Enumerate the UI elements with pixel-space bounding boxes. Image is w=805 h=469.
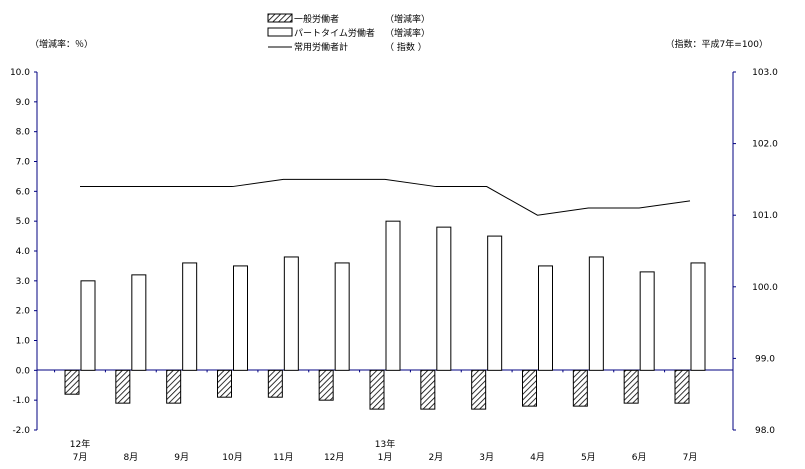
left-tick-label: -2.0	[12, 426, 30, 436]
bar-part-time	[690, 262, 706, 371]
bars-part-time	[80, 220, 706, 371]
bar-part-time	[639, 271, 655, 371]
x-month-label: 7月	[73, 452, 88, 463]
x-month-label: 2月	[428, 452, 443, 463]
line-series-regular	[80, 178, 691, 216]
bar-general	[674, 369, 690, 404]
bar-general	[267, 369, 283, 398]
left-tick-label: 9.0	[16, 98, 31, 108]
x-month-label: 6月	[632, 452, 647, 463]
x-month-label: 3月	[479, 452, 494, 463]
bar-part-time	[385, 220, 401, 371]
left-tick-label: 7.0	[16, 158, 31, 168]
left-tick-label: -1.0	[12, 396, 30, 406]
x-month-label: 11月	[273, 452, 293, 463]
legend-label-regular: 常用労働者計	[294, 41, 348, 53]
x-month-label: 7月	[683, 452, 698, 463]
bar-general	[471, 369, 487, 410]
bar-general	[572, 369, 588, 407]
legend-unit-general: （増減率）	[385, 13, 430, 25]
right-tick-label: 99.0	[755, 354, 775, 364]
legend-label-general: 一般労働者	[294, 13, 339, 25]
x-month-label: 12月	[324, 452, 344, 463]
bar-general	[623, 369, 639, 404]
bar-part-time	[182, 262, 198, 371]
right-axis-title: （指数：平成7年=100）	[666, 38, 768, 50]
left-tick-label: 10.0	[10, 68, 30, 78]
left-tick-label: 1.0	[16, 337, 31, 347]
bar-part-time	[233, 265, 248, 371]
bar-general	[115, 369, 131, 404]
bar-general	[166, 369, 182, 404]
right-tick-label: 102.0	[752, 140, 778, 150]
legend-swatch-general	[267, 13, 293, 23]
legend-swatch-part-time	[267, 27, 293, 37]
right-tick-label: 103.0	[752, 68, 778, 78]
x-month-label: 5月	[581, 452, 596, 463]
left-tick-label: 6.0	[16, 187, 31, 197]
bar-general	[420, 369, 436, 410]
bar-part-time	[436, 226, 452, 371]
left-tick-label: 5.0	[16, 217, 31, 227]
bar-part-time	[131, 274, 147, 371]
left-tick-label: 3.0	[16, 277, 31, 287]
legend-label-part-time: パートタイム労働者	[294, 27, 375, 39]
left-tick-label: 0.0	[16, 366, 31, 376]
x-month-label: 1月	[378, 452, 393, 463]
x-month-label: 8月	[123, 452, 138, 463]
bar-general	[217, 369, 232, 398]
bar-general	[318, 369, 334, 401]
left-axis-ticks: 10.0 9.0 8.0 7.0 6.0 5.0 4.0 3.0 2.0 1.0 0.0 -1.0 -2…	[10, 68, 37, 436]
bar-part-time	[334, 262, 350, 371]
bar-general	[369, 369, 385, 410]
bar-general	[522, 369, 537, 407]
legend: 一般労働者 （増減率） パートタイム労働者 （増減率） 常用労働者計 （ 指数 …	[267, 13, 430, 53]
bar-part-time	[538, 265, 553, 371]
bar-part-time	[487, 235, 503, 371]
left-tick-label: 2.0	[16, 307, 31, 317]
line-regular	[80, 178, 691, 216]
right-axis-ticks: 103.0 102.0 101.0 100.0 99.0 98.0	[733, 68, 778, 436]
left-tick-label: 4.0	[16, 247, 31, 257]
legend-unit-part-time: （増減率）	[385, 27, 430, 39]
right-tick-label: 100.0	[752, 283, 778, 293]
right-tick-label: 101.0	[752, 211, 778, 221]
x-year-label: 13年	[375, 438, 395, 450]
x-year-label: 12年	[70, 438, 90, 450]
legend-unit-regular: （ 指数 ）	[385, 41, 427, 53]
bars-general	[54, 369, 690, 410]
x-month-label: 4月	[530, 452, 545, 463]
bar-general	[64, 369, 80, 395]
left-tick-label: 8.0	[16, 128, 31, 138]
bar-part-time	[80, 280, 96, 371]
left-axis-title: （増減率：％）	[30, 38, 93, 50]
x-axis-labels: 12年 7月 8月 9月 10月 11月 12月 13年 1月 2月 3月 4月 5月 6月 7月	[70, 438, 698, 463]
x-month-label: 9月	[174, 452, 189, 463]
bar-part-time	[588, 256, 604, 371]
right-tick-label: 98.0	[755, 426, 775, 436]
bar-part-time	[283, 256, 299, 371]
x-month-label: 10月	[222, 452, 242, 463]
